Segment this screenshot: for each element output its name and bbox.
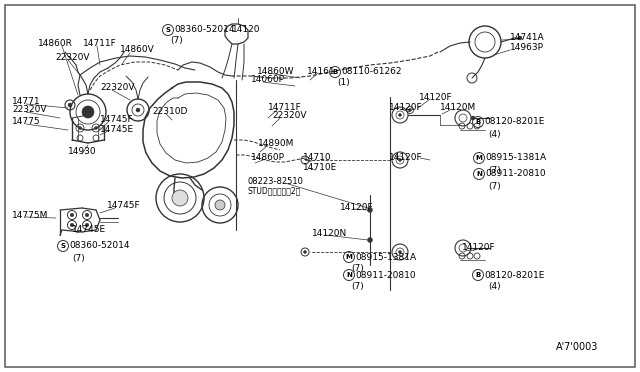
Text: 08360-52014: 08360-52014 (70, 241, 130, 250)
Circle shape (471, 116, 475, 120)
Text: S: S (166, 27, 170, 33)
Text: 14120F: 14120F (389, 154, 422, 163)
Text: (7): (7) (171, 35, 184, 45)
Circle shape (82, 106, 94, 118)
Text: 08223-82510: 08223-82510 (248, 177, 304, 186)
Circle shape (459, 114, 467, 122)
Text: 14771: 14771 (12, 97, 40, 106)
Text: 14120F: 14120F (340, 202, 374, 212)
Text: 14860V: 14860V (120, 45, 155, 55)
Circle shape (85, 213, 89, 217)
Text: 14890M: 14890M (258, 138, 294, 148)
Text: M: M (346, 254, 353, 260)
Text: (7): (7) (72, 253, 85, 263)
Text: (4): (4) (489, 129, 501, 138)
Text: 14860W: 14860W (257, 67, 294, 76)
Text: 08360-52014: 08360-52014 (175, 26, 235, 35)
Text: B: B (476, 119, 481, 125)
Text: (7): (7) (351, 264, 364, 273)
Text: 14060P: 14060P (251, 76, 285, 84)
Circle shape (459, 244, 467, 252)
Text: 14745E: 14745E (72, 225, 106, 234)
Text: 08911-20810: 08911-20810 (355, 270, 416, 279)
Text: 14120: 14120 (232, 26, 260, 35)
Text: (4): (4) (489, 282, 501, 292)
Text: 14120F: 14120F (462, 244, 495, 253)
Circle shape (399, 158, 401, 161)
Circle shape (172, 190, 188, 206)
Text: 08915-1381A: 08915-1381A (355, 253, 417, 262)
Circle shape (70, 223, 74, 227)
Text: 14711F: 14711F (268, 103, 301, 112)
Text: 08120-8201E: 08120-8201E (484, 270, 545, 279)
Circle shape (303, 250, 307, 253)
Text: 14775: 14775 (12, 118, 40, 126)
Text: 14120F: 14120F (389, 103, 422, 112)
Circle shape (518, 36, 522, 40)
Text: (7): (7) (488, 167, 501, 176)
Text: 14860P: 14860P (251, 154, 285, 163)
Text: (7): (7) (351, 282, 364, 292)
Text: 14120N: 14120N (312, 228, 348, 237)
Text: 14930: 14930 (68, 148, 97, 157)
Text: 08915-1381A: 08915-1381A (486, 154, 547, 163)
Text: 22320V: 22320V (55, 54, 90, 62)
Circle shape (136, 108, 140, 112)
Text: N: N (476, 171, 482, 177)
Circle shape (399, 250, 401, 253)
Text: B: B (332, 69, 338, 75)
Text: B: B (476, 272, 481, 278)
Circle shape (215, 200, 225, 210)
Text: 14963P: 14963P (510, 44, 544, 52)
Circle shape (408, 109, 412, 112)
Circle shape (68, 103, 72, 107)
Text: 14745F: 14745F (100, 115, 134, 125)
Text: 14745F: 14745F (107, 202, 141, 211)
Circle shape (367, 237, 372, 243)
Text: 14741A: 14741A (510, 32, 545, 42)
Circle shape (399, 113, 401, 116)
Text: N: N (346, 272, 352, 278)
Text: 22320V: 22320V (12, 106, 47, 115)
Text: 14710: 14710 (303, 154, 332, 163)
Circle shape (367, 208, 372, 212)
Text: 14860R: 14860R (38, 38, 73, 48)
Text: S: S (61, 243, 65, 249)
Text: 14711F: 14711F (83, 38, 116, 48)
Text: 22320V: 22320V (100, 83, 134, 93)
Text: 14745E: 14745E (100, 125, 134, 134)
Circle shape (70, 213, 74, 217)
Text: STUDスタッド〈2〉: STUDスタッド〈2〉 (248, 186, 301, 196)
Text: 14710E: 14710E (303, 164, 337, 173)
Text: 14120M: 14120M (440, 103, 476, 112)
Text: 14120F: 14120F (419, 93, 452, 102)
Circle shape (95, 126, 97, 129)
Text: A'7'0003: A'7'0003 (556, 342, 598, 352)
Text: 22310D: 22310D (152, 108, 188, 116)
Text: (7): (7) (488, 182, 501, 190)
Text: 08120-8201E: 08120-8201E (484, 118, 545, 126)
Text: M: M (476, 155, 483, 161)
Circle shape (79, 126, 81, 129)
Text: 22320V: 22320V (272, 112, 307, 121)
Text: 08110-61262: 08110-61262 (342, 67, 402, 77)
Text: 14775M: 14775M (12, 211, 49, 219)
Text: 08911-20810: 08911-20810 (486, 170, 546, 179)
Text: (1): (1) (338, 77, 350, 87)
Circle shape (85, 223, 89, 227)
Text: 14161: 14161 (307, 67, 335, 76)
